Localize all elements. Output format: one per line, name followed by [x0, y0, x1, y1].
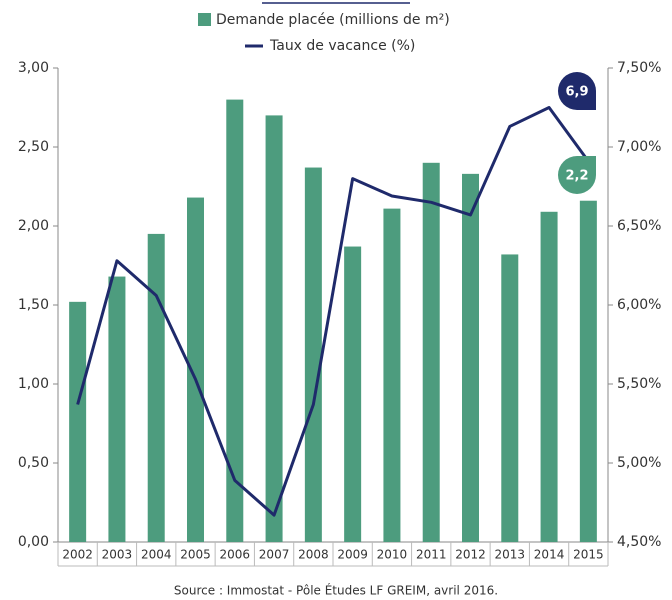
bar: [265, 115, 283, 543]
legend-swatch: [198, 13, 211, 26]
bar: [422, 162, 440, 543]
bar: [344, 246, 362, 543]
y2-tick-label: 7,00%: [617, 139, 661, 155]
y-tick-label: 1,50: [18, 297, 49, 313]
bar: [501, 254, 519, 542]
x-tick-label: 2008: [298, 548, 329, 562]
source: Source : Immostat - Pôle Études LF GREIM…: [174, 583, 498, 598]
x-tick-label: 2014: [534, 548, 565, 562]
y2-tick-label: 4,50%: [617, 534, 661, 550]
x-tick-label: 2004: [141, 548, 172, 562]
bar: [304, 167, 322, 543]
bar: [69, 301, 87, 542]
y2-tick-label: 7,50%: [617, 60, 661, 76]
x-tick-label: 2011: [416, 548, 447, 562]
y-tick-label: 0,00: [18, 534, 49, 550]
y2-tick-label: 6,00%: [617, 297, 661, 313]
y-tick-label: 2,00: [18, 218, 49, 234]
y2-tick-label: 6,50%: [617, 218, 661, 234]
x-tick-label: 2003: [102, 548, 133, 562]
annotation: 6,9: [565, 85, 588, 100]
bar: [383, 208, 401, 542]
bar: [226, 99, 244, 542]
y-tick-label: 0,50: [18, 455, 49, 471]
x-tick-label: 2002: [62, 548, 93, 562]
x-tick-label: 2015: [573, 548, 604, 562]
y2-tick-label: 5,50%: [617, 376, 661, 392]
y-tick-label: 3,00: [18, 60, 49, 76]
line: [76, 106, 590, 517]
annotation-bubble: [558, 156, 596, 194]
x-tick-label: 2012: [455, 548, 486, 562]
legend-label: Demande placée (millions de m²): [216, 12, 450, 28]
y-tick-label: 1,00: [18, 376, 49, 392]
x-tick-label: 2013: [495, 548, 526, 562]
bar: [579, 200, 597, 542]
annotation: 2,2: [565, 169, 588, 184]
x-tick-label: 2006: [220, 548, 251, 562]
annotation-bubble: [558, 72, 596, 110]
x-tick-label: 2007: [259, 548, 290, 562]
bar: [108, 276, 126, 542]
legend-label: Taux de vacance (%): [269, 38, 415, 54]
bar: [147, 233, 165, 542]
x-tick-label: 2005: [180, 548, 211, 562]
bar: [187, 197, 204, 542]
x-tick-label: 2010: [377, 548, 408, 562]
y-tick-label: 2,50: [18, 139, 49, 155]
bar: [462, 173, 479, 543]
y2-tick-label: 5,00%: [617, 455, 661, 471]
bar: [540, 211, 558, 542]
x-tick-label: 2009: [337, 548, 368, 562]
